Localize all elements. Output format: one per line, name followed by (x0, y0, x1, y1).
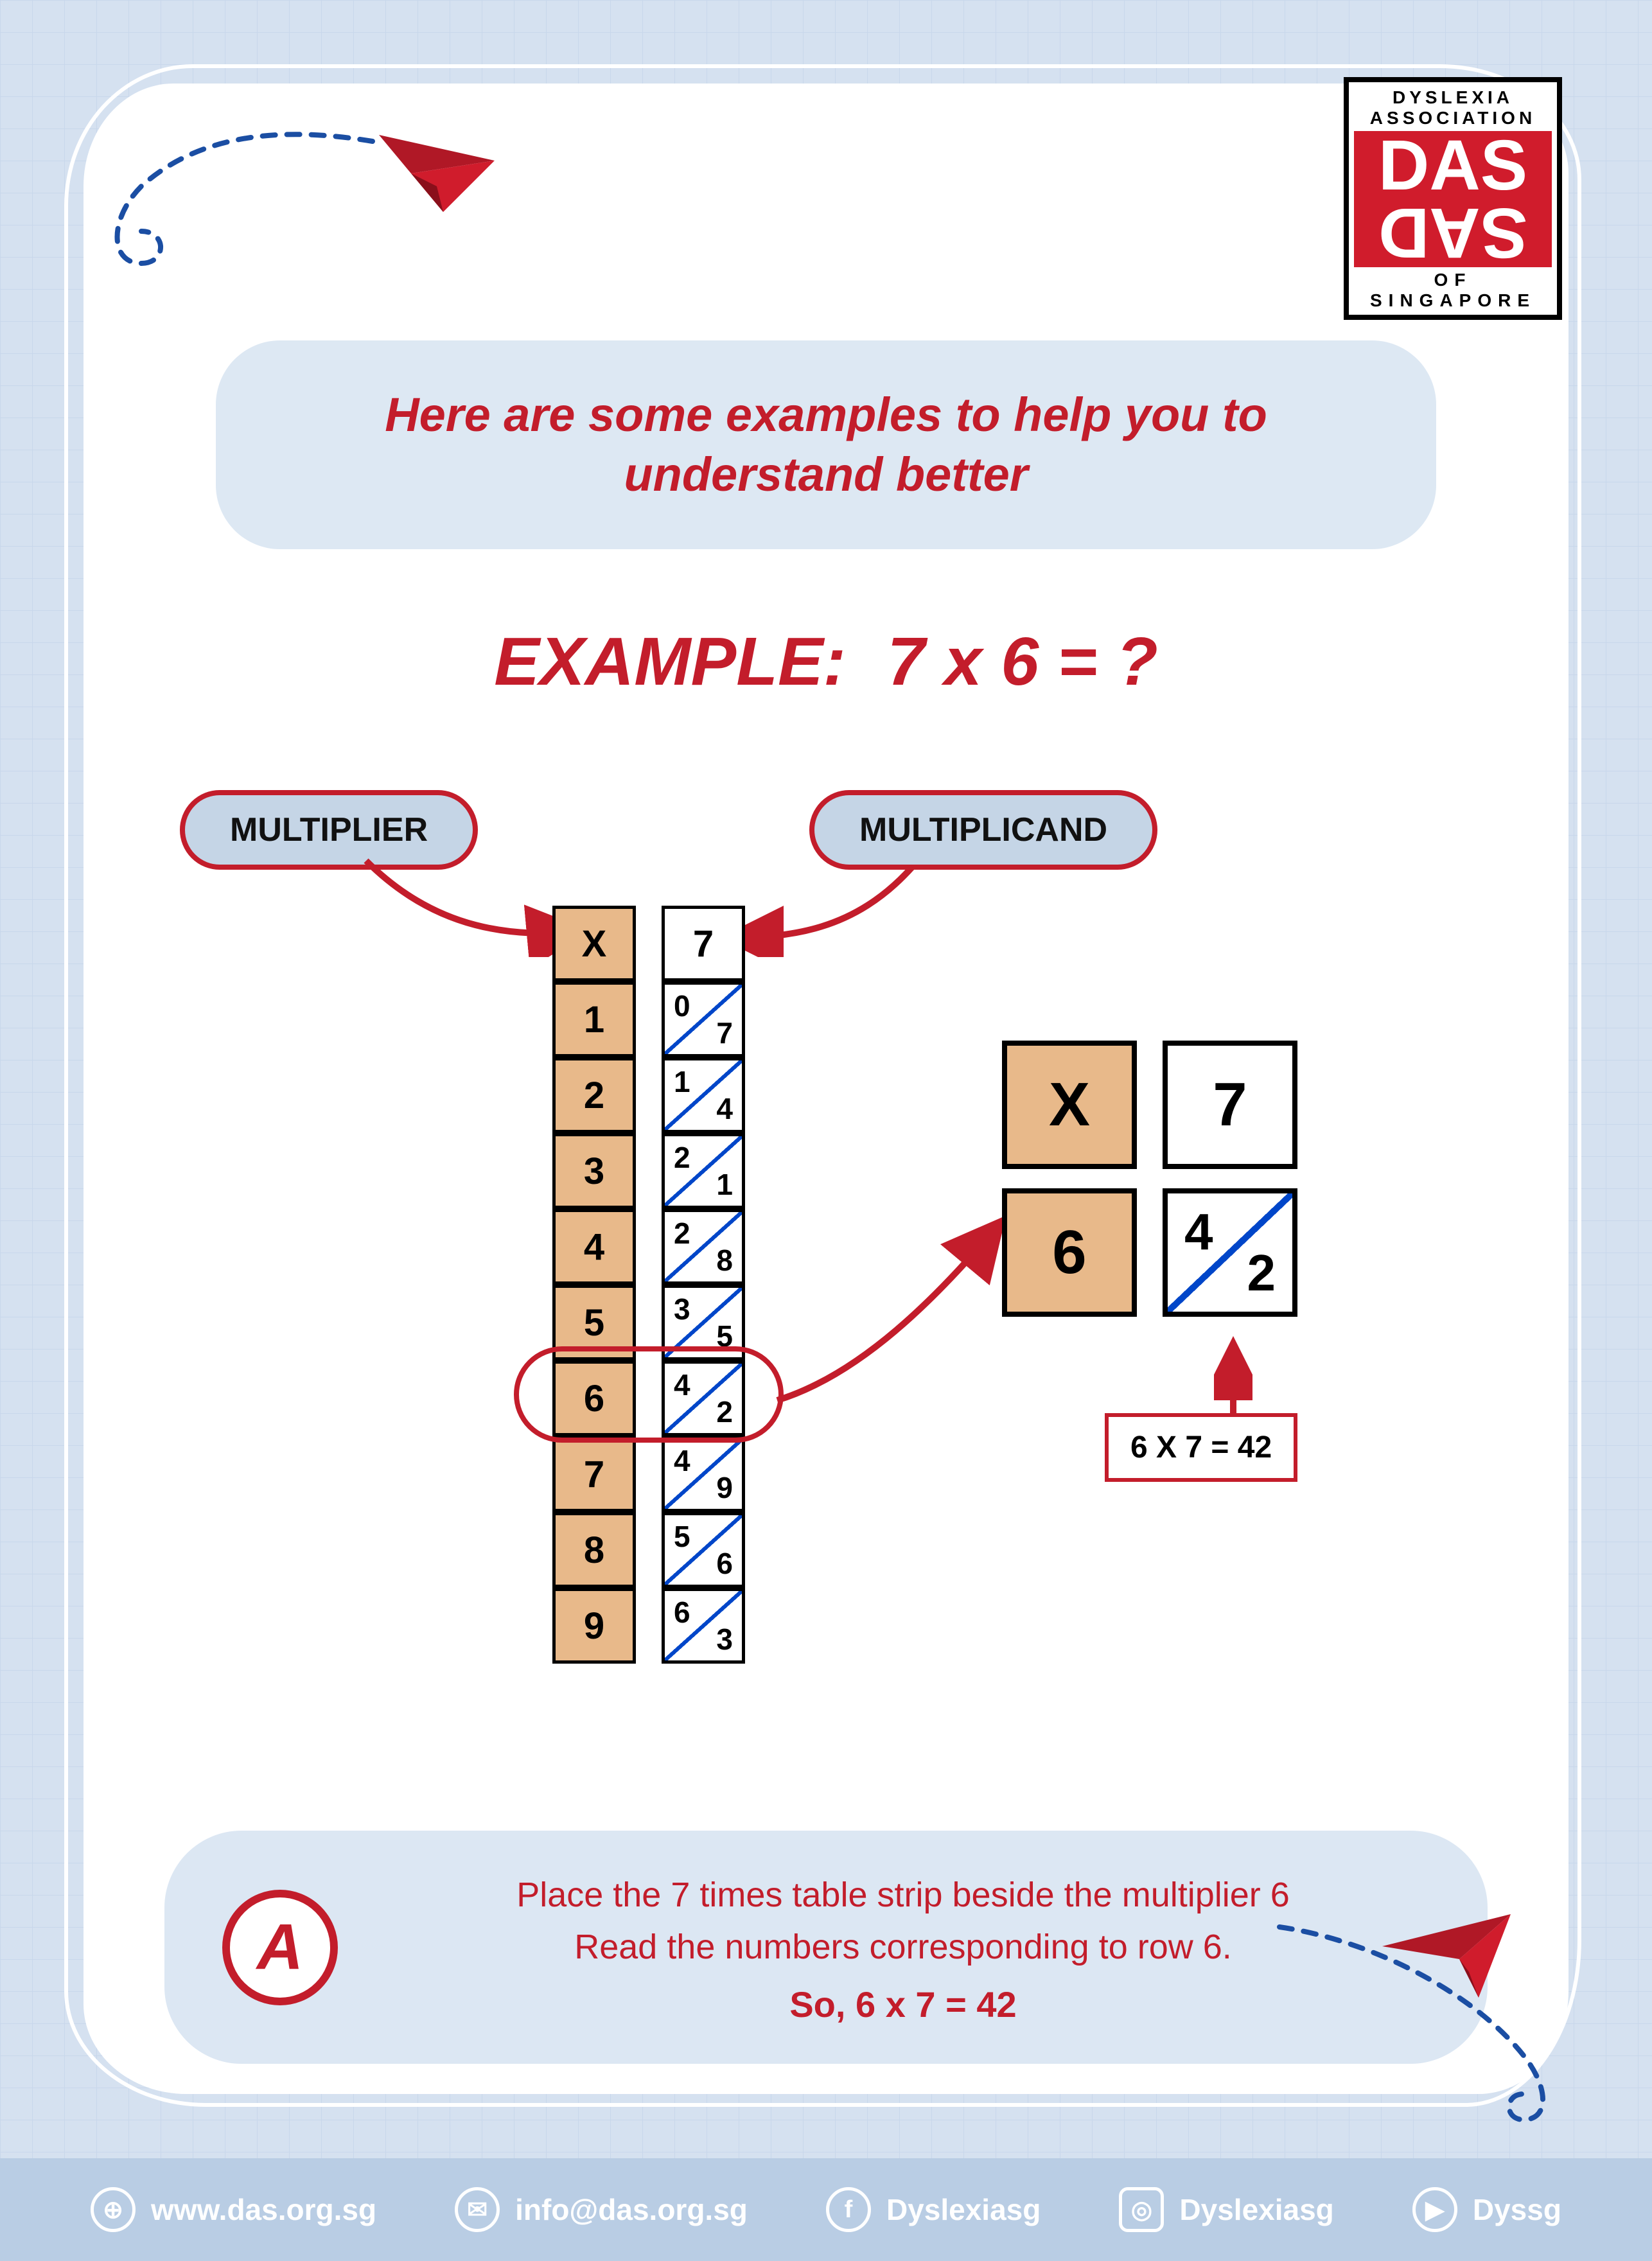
footer-web-text: www.das.org.sg (151, 2192, 376, 2227)
multiplicand-cell: 07 (662, 981, 745, 1057)
zoom-result-tens: 4 (1184, 1202, 1213, 1262)
multiplicand-cell: 56 (662, 1512, 745, 1588)
multiplicand-cell: 35 (662, 1285, 745, 1360)
times-table-strips: X123456789 7071421283542495663 (552, 906, 745, 1664)
multiplier-cell: 4 (552, 1209, 636, 1285)
footer-email[interactable]: ✉ info@das.org.sg (455, 2187, 748, 2232)
multiplier-cell: 5 (552, 1285, 636, 1360)
facebook-icon: f (826, 2187, 871, 2232)
result-text: 6 X 7 = 42 (1130, 1430, 1272, 1465)
zoom-multiplier-cell: 6 (1002, 1188, 1137, 1317)
multiplicand-column: 7071421283542495663 (662, 906, 745, 1664)
multiplier-cell: 7 (552, 1436, 636, 1512)
footer-ig-text: Dyslexiasg (1179, 2192, 1333, 2227)
multiplier-label: MULTIPLIER (230, 811, 428, 849)
zoom-x-cell: X (1002, 1041, 1137, 1169)
footer-youtube[interactable]: ▶ Dyssg (1412, 2187, 1561, 2232)
mail-icon: ✉ (455, 2187, 500, 2232)
zoom-grid: X 7 6 4 2 (1002, 1041, 1297, 1336)
instagram-icon: ◎ (1119, 2187, 1164, 2232)
footer-facebook[interactable]: f Dyslexiasg (826, 2187, 1041, 2232)
multiplier-cell: 3 (552, 1133, 636, 1209)
result-box: 6 X 7 = 42 (1105, 1413, 1297, 1482)
footer-fb-text: Dyslexiasg (886, 2192, 1041, 2227)
footer-web[interactable]: ⊕ www.das.org.sg (91, 2187, 376, 2232)
multiplicand-cell: 42 (662, 1360, 745, 1436)
footer: ⊕ www.das.org.sg ✉ info@das.org.sg f Dys… (0, 2158, 1652, 2261)
paper-plane-icon-br (1369, 1901, 1524, 2004)
multiplicand-cell: 49 (662, 1436, 745, 1512)
arrow-to-zoom (771, 1208, 1015, 1413)
multiplier-cell: 9 (552, 1588, 636, 1664)
example-heading: EXAMPLE: 7 x 6 = ? (494, 623, 1157, 701)
zoom-header-cell: 7 (1163, 1041, 1297, 1169)
multiplicand-label: MULTIPLICAND (859, 811, 1107, 849)
arrow-to-result (1214, 1336, 1252, 1420)
multiplier-cell: X (552, 906, 636, 981)
instruction-letter-badge: A (222, 1890, 338, 2005)
globe-icon: ⊕ (91, 2187, 136, 2232)
footer-yt-text: Dyssg (1473, 2192, 1561, 2227)
example-label: EXAMPLE: (494, 624, 846, 699)
footer-email-text: info@das.org.sg (515, 2192, 748, 2227)
youtube-icon: ▶ (1412, 2187, 1457, 2232)
multiplier-cell: 1 (552, 981, 636, 1057)
multiplicand-header-cell: 7 (662, 906, 745, 981)
multiplier-cell: 8 (552, 1512, 636, 1588)
intro-text: Here are some examples to help you to un… (293, 385, 1359, 504)
multiplicand-cell: 63 (662, 1588, 745, 1664)
multiplier-cell: 2 (552, 1057, 636, 1133)
multiplier-column: X123456789 (552, 906, 636, 1664)
multiplicand-cell: 28 (662, 1209, 745, 1285)
multiplicand-label-pill: MULTIPLICAND (809, 790, 1157, 870)
zoom-result-cell: 4 2 (1163, 1188, 1297, 1317)
example-equation: 7 x 6 = ? (887, 624, 1157, 699)
intro-pill: Here are some examples to help you to un… (216, 340, 1436, 549)
zoom-result-ones: 2 (1247, 1244, 1276, 1303)
multiplicand-cell: 21 (662, 1133, 745, 1209)
multiplicand-cell: 14 (662, 1057, 745, 1133)
multiplier-cell: 6 (552, 1360, 636, 1436)
footer-instagram[interactable]: ◎ Dyslexiasg (1119, 2187, 1333, 2232)
